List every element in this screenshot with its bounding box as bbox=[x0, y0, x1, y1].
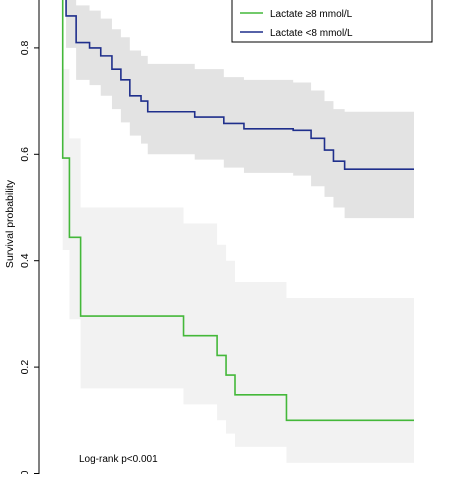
survival-curves bbox=[61, 0, 414, 422]
confidence-band-series-1 bbox=[62, 0, 414, 463]
survival-curve-series-2 bbox=[65, 0, 414, 170]
legend-label: Lactate ≥8 mmol/L bbox=[270, 9, 353, 20]
y-axis: 0.2 0.4 0.6 0.8 0 bbox=[19, 0, 40, 476]
legend-label: Lactate <8 mmol/L bbox=[270, 28, 353, 39]
legend: Lactate ≥8 mmol/L Lactate <8 mmol/L bbox=[231, 0, 433, 43]
y-axis-label: Survival probability bbox=[4, 179, 16, 268]
y-tick-label: 0.4 bbox=[19, 253, 31, 268]
survival-curve-series-1 bbox=[61, 0, 414, 422]
y-tick-label: 0 bbox=[19, 470, 31, 474]
y-tick-label: 0.6 bbox=[19, 147, 31, 162]
log-rank-annotation: Log-rank p<0.001 bbox=[79, 454, 158, 465]
y-tick-label: 0.8 bbox=[19, 40, 31, 55]
legend-box bbox=[231, 0, 433, 43]
confidence-bands bbox=[62, 0, 414, 463]
y-tick-label: 0.2 bbox=[19, 360, 31, 375]
confidence-band-series-2 bbox=[66, 0, 414, 219]
